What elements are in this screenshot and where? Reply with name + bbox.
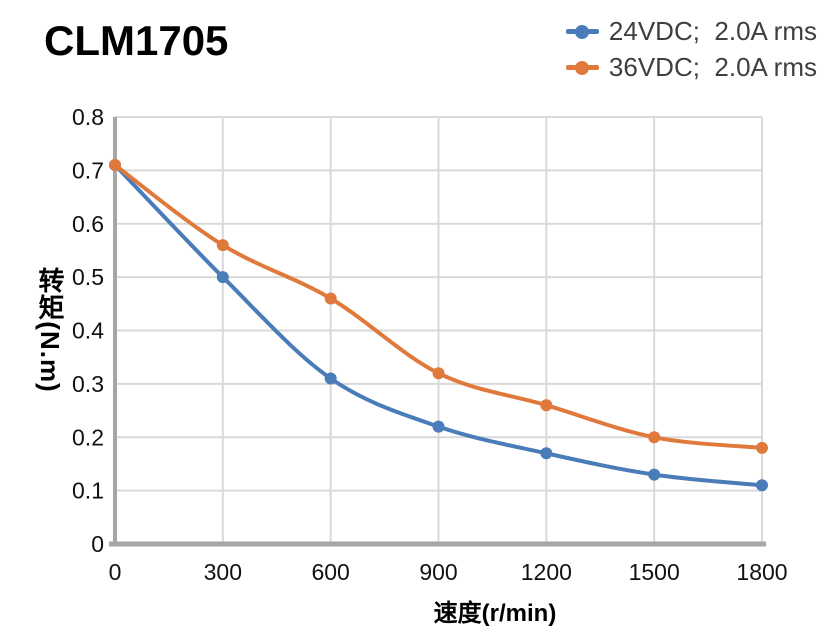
data-point-36vdc <box>648 431 661 444</box>
data-point-36vdc <box>109 159 121 171</box>
x-tick-label: 300 <box>204 559 242 585</box>
legend-item-36vdc: 36VDC; 2.0A rms <box>565 52 817 83</box>
x-axis-label: 速度(r/min) <box>433 600 557 627</box>
y-tick-label: 0.7 <box>72 157 104 183</box>
x-tick-label: 600 <box>311 559 349 585</box>
data-point-24vdc <box>540 447 553 460</box>
data-point-36vdc <box>216 239 229 252</box>
x-tick-label: 0 <box>109 559 122 585</box>
legend-item-24vdc: 24VDC; 2.0A rms <box>565 16 817 47</box>
legend-label-24vdc: 24VDC; 2.0A rms <box>608 16 817 46</box>
y-tick-label: 0 <box>91 531 104 557</box>
legend-dot-icon <box>575 60 590 75</box>
y-tick-label: 0.5 <box>72 264 104 290</box>
y-tick-label: 0.6 <box>72 211 104 237</box>
legend-dot-icon <box>575 24 590 39</box>
y-tick-label: 0.2 <box>72 424 104 450</box>
data-point-36vdc <box>756 441 768 454</box>
y-tick-label: 0.3 <box>72 371 104 397</box>
y-axis-label: 转矩(N.m) <box>35 267 65 393</box>
data-point-36vdc <box>432 367 445 380</box>
x-tick-label: 1200 <box>521 559 572 585</box>
y-tick-label: 0.8 <box>72 104 104 130</box>
legend-label-36vdc: 36VDC; 2.0A rms <box>608 52 817 83</box>
data-point-24vdc <box>216 271 229 284</box>
x-tick-label: 1500 <box>629 559 680 585</box>
data-point-24vdc <box>648 468 661 481</box>
y-tick-label: 0.1 <box>72 478 104 504</box>
x-tick-label: 1800 <box>736 559 787 585</box>
legend-marker-24vdc <box>565 24 599 39</box>
data-point-36vdc <box>540 399 553 412</box>
chart-title: CLM1705 <box>44 17 229 64</box>
data-point-24vdc <box>432 420 445 433</box>
data-point-24vdc <box>324 372 337 385</box>
data-point-24vdc <box>756 479 768 492</box>
x-tick-label: 900 <box>419 559 457 585</box>
y-tick-label: 0.4 <box>72 318 104 344</box>
legend: 24VDC; 2.0A rms 36VDC; 2.0A rms <box>565 16 817 83</box>
legend-marker-36vdc <box>565 60 599 75</box>
data-point-36vdc <box>324 292 337 305</box>
